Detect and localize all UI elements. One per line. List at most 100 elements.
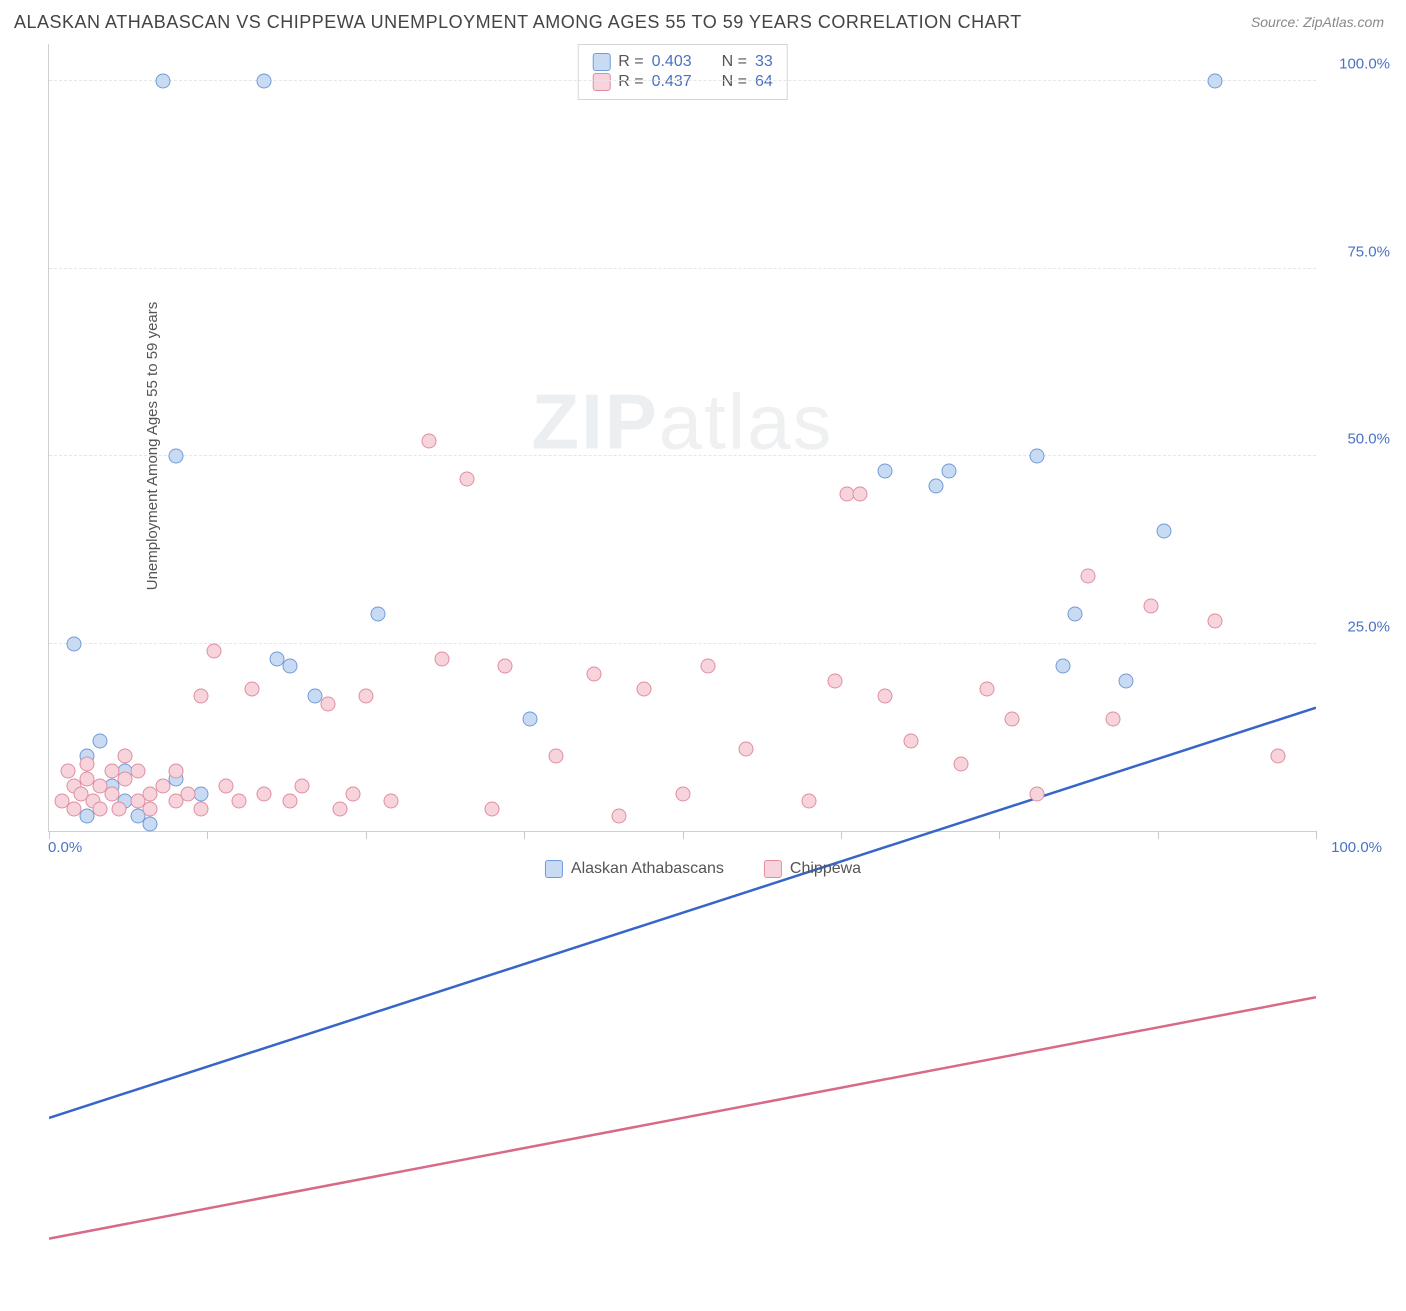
scatter-point [460,471,475,486]
gridline [49,80,1316,81]
trend-line [49,708,1316,1118]
scatter-point [523,711,538,726]
scatter-point [80,756,95,771]
scatter-point [979,681,994,696]
y-tick-label: 50.0% [1347,431,1390,448]
legend-swatch [592,73,610,91]
n-value: 64 [755,73,773,91]
scatter-point [257,786,272,801]
scatter-point [156,74,171,89]
scatter-point [738,741,753,756]
scatter-point [700,659,715,674]
scatter-point [1156,524,1171,539]
scatter-point [1207,614,1222,629]
scatter-point [852,486,867,501]
y-tick-label: 75.0% [1347,243,1390,260]
x-tick [524,831,525,839]
scatter-point [320,696,335,711]
scatter-point [675,786,690,801]
scatter-point [181,786,196,801]
scatter-point [371,606,386,621]
correlation-legend: R =0.403N =33R =0.437N =64 [577,44,788,100]
scatter-point [498,659,513,674]
scatter-point [434,651,449,666]
gridline [49,643,1316,644]
series-legend: Alaskan Athabascans Chippewa [545,860,861,878]
legend-row: R =0.403N =33 [592,53,773,71]
x-tick [366,831,367,839]
scatter-point [143,816,158,831]
scatter-point [282,794,297,809]
source-attribution: Source: ZipAtlas.com [1251,14,1384,30]
legend-swatch [592,53,610,71]
scatter-point [1207,74,1222,89]
scatter-point [548,749,563,764]
scatter-point [118,749,133,764]
scatter-point [903,734,918,749]
scatter-point [295,779,310,794]
scatter-point [67,801,82,816]
r-label: R = [618,73,643,91]
scatter-point [232,794,247,809]
scatter-point [1080,569,1095,584]
scatter-point [61,764,76,779]
r-value: 0.437 [652,73,692,91]
chart-title: ALASKAN ATHABASCAN VS CHIPPEWA UNEMPLOYM… [14,12,1022,33]
n-label: N = [722,73,747,91]
x-tick [841,831,842,839]
scatter-point [168,449,183,464]
watermark-bold: ZIP [531,377,658,465]
r-value: 0.403 [652,53,692,71]
scatter-plot-area: ZIPatlas R =0.403N =33R =0.437N =64 25.0… [48,44,1316,832]
x-tick [1316,831,1317,839]
x-tick-label: 100.0% [1331,839,1382,856]
scatter-point [384,794,399,809]
gridline [49,455,1316,456]
scatter-point [802,794,817,809]
scatter-point [282,659,297,674]
scatter-point [105,786,120,801]
x-tick-label: 0.0% [48,839,82,856]
legend-swatch [764,860,782,878]
scatter-point [1106,711,1121,726]
scatter-point [168,764,183,779]
scatter-point [1004,711,1019,726]
scatter-point [422,434,437,449]
scatter-point [333,801,348,816]
scatter-point [827,674,842,689]
scatter-point [358,689,373,704]
trend-line [49,997,1316,1238]
scatter-point [206,644,221,659]
scatter-point [257,74,272,89]
scatter-point [67,636,82,651]
scatter-point [194,801,209,816]
r-label: R = [618,53,643,71]
scatter-point [878,689,893,704]
scatter-point [1030,786,1045,801]
scatter-point [1030,449,1045,464]
scatter-point [156,779,171,794]
scatter-point [954,756,969,771]
watermark-rest: atlas [659,377,834,465]
scatter-point [941,464,956,479]
scatter-point [111,801,126,816]
scatter-point [612,809,627,824]
watermark: ZIPatlas [531,376,833,467]
legend-label: Chippewa [790,860,861,878]
scatter-point [878,464,893,479]
scatter-point [194,689,209,704]
legend-item: Chippewa [764,860,861,878]
x-tick [999,831,1000,839]
y-tick-label: 25.0% [1347,618,1390,635]
x-tick [207,831,208,839]
y-tick-label: 100.0% [1339,56,1390,73]
scatter-point [485,801,500,816]
scatter-point [92,734,107,749]
scatter-point [1055,659,1070,674]
legend-item: Alaskan Athabascans [545,860,724,878]
scatter-point [346,786,361,801]
scatter-point [1118,674,1133,689]
n-value: 33 [755,53,773,71]
x-tick [49,831,50,839]
legend-swatch [545,860,563,878]
